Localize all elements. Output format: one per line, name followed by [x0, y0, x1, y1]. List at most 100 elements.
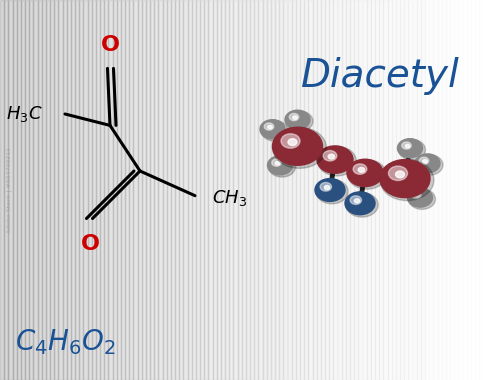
Bar: [8, 0, 12, 380]
Bar: [200, 0, 204, 380]
Bar: [46, 0, 50, 380]
Bar: [108, 0, 112, 380]
Circle shape: [354, 199, 360, 203]
Bar: [388, 0, 392, 380]
Bar: [8, 0, 12, 380]
Bar: [108, 0, 112, 380]
Bar: [425, 0, 429, 380]
Bar: [488, 0, 492, 380]
Bar: [62, 0, 66, 380]
Bar: [496, 0, 500, 380]
Bar: [38, 0, 42, 380]
Bar: [296, 0, 300, 380]
Circle shape: [268, 157, 295, 177]
Bar: [38, 0, 42, 380]
Circle shape: [268, 156, 292, 175]
Circle shape: [346, 193, 378, 217]
Circle shape: [402, 142, 411, 149]
Circle shape: [415, 154, 440, 173]
Bar: [308, 0, 312, 380]
Bar: [4, 0, 8, 380]
Bar: [442, 0, 446, 380]
Bar: [271, 0, 275, 380]
Bar: [29, 0, 34, 380]
Circle shape: [350, 196, 362, 204]
Bar: [221, 0, 225, 380]
Bar: [400, 0, 404, 380]
Bar: [34, 0, 38, 380]
Circle shape: [275, 162, 280, 165]
Bar: [438, 0, 442, 380]
Bar: [75, 0, 79, 380]
Bar: [50, 0, 54, 380]
Bar: [166, 0, 171, 380]
Bar: [79, 0, 84, 380]
Bar: [488, 0, 492, 380]
Bar: [454, 0, 458, 380]
Circle shape: [388, 166, 407, 180]
Bar: [200, 0, 204, 380]
Bar: [304, 0, 308, 380]
Circle shape: [320, 182, 332, 191]
Bar: [16, 0, 21, 380]
Bar: [392, 0, 396, 380]
Circle shape: [405, 144, 410, 148]
Circle shape: [289, 113, 299, 121]
Bar: [292, 0, 296, 380]
Bar: [62, 0, 66, 380]
Bar: [275, 0, 279, 380]
Bar: [162, 0, 166, 380]
Bar: [462, 0, 466, 380]
Bar: [266, 0, 271, 380]
Bar: [104, 0, 108, 380]
Circle shape: [260, 120, 285, 139]
Bar: [279, 0, 283, 380]
Bar: [229, 0, 234, 380]
Bar: [116, 0, 121, 380]
Bar: [438, 0, 442, 380]
Bar: [138, 0, 141, 380]
Bar: [100, 0, 104, 380]
Bar: [475, 0, 479, 380]
Circle shape: [345, 192, 375, 215]
Bar: [208, 0, 212, 380]
Bar: [158, 0, 162, 380]
Bar: [254, 0, 258, 380]
Bar: [300, 0, 304, 380]
Text: Diacetyl: Diacetyl: [300, 57, 460, 95]
Bar: [342, 0, 346, 380]
Bar: [129, 0, 134, 380]
Bar: [262, 0, 266, 380]
Circle shape: [419, 157, 429, 165]
Bar: [229, 0, 234, 380]
Bar: [138, 0, 141, 380]
Circle shape: [398, 139, 422, 158]
Bar: [371, 0, 375, 380]
Circle shape: [415, 194, 420, 197]
Bar: [492, 0, 496, 380]
Bar: [58, 0, 62, 380]
Bar: [300, 0, 304, 380]
Bar: [84, 0, 87, 380]
Bar: [434, 0, 438, 380]
Bar: [175, 0, 179, 380]
Bar: [400, 0, 404, 380]
Bar: [329, 0, 334, 380]
Bar: [96, 0, 100, 380]
Bar: [421, 0, 425, 380]
Bar: [250, 0, 254, 380]
Bar: [321, 0, 325, 380]
Bar: [271, 0, 275, 380]
Circle shape: [380, 160, 430, 198]
Bar: [4, 0, 8, 380]
Bar: [25, 0, 29, 380]
Circle shape: [286, 111, 313, 131]
Bar: [166, 0, 171, 380]
Bar: [12, 0, 16, 380]
Bar: [458, 0, 462, 380]
Bar: [321, 0, 325, 380]
Bar: [25, 0, 29, 380]
Bar: [450, 0, 454, 380]
Bar: [242, 0, 246, 380]
Bar: [479, 0, 484, 380]
